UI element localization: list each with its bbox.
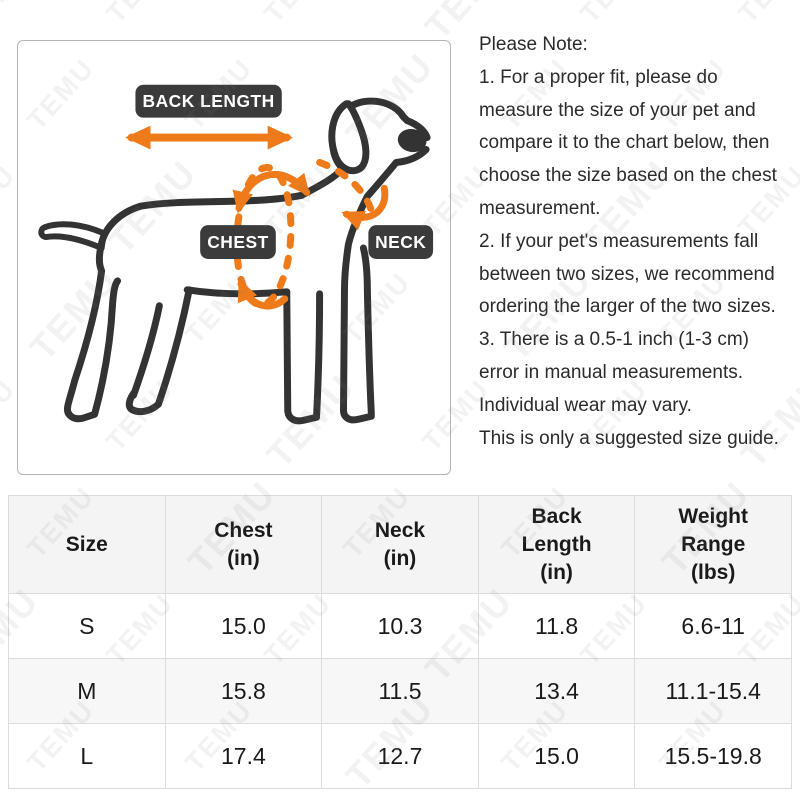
cell-size: M	[8, 658, 166, 724]
cell-chest: 17.4	[164, 723, 323, 789]
col-header-chest: Chest (in)	[164, 495, 323, 594]
dog-belly	[183, 286, 291, 298]
note-line: 3. There is a 0.5-1 inch (1-3 cm)	[479, 329, 749, 351]
table-header-row: Size Chest (in) Neck (in) Back Length (i…	[8, 495, 792, 594]
dog-diagram-box: BACK LENGTH CHEST NECK	[17, 40, 451, 475]
temu-watermark: TEMU	[258, 0, 338, 29]
cell-back-length: 11.8	[477, 593, 636, 659]
dog-outline	[38, 97, 431, 425]
chest-badge-label: CHEST	[207, 232, 268, 252]
note-line: error in manual measurements.	[479, 361, 743, 383]
note-line: 2. If your pet's measurements fall	[479, 230, 759, 252]
note-line: Individual wear may vary.	[479, 394, 692, 416]
size-chart-table: Size Chest (in) Neck (in) Back Length (i…	[8, 495, 792, 789]
note-text: Please Note: 1. For a proper fit, please…	[479, 29, 799, 455]
note-line: 1. For a proper fit, please do	[479, 66, 718, 88]
cell-weight: 6.6-11	[634, 593, 792, 659]
cell-neck: 11.5	[321, 658, 479, 724]
table-row-size-m: M 15.8 11.5 13.4 11.1-15.4	[8, 658, 792, 724]
chest-badge	[200, 225, 276, 259]
dog-hind-leg	[125, 286, 193, 416]
cell-back-length: 13.4	[477, 658, 636, 724]
cell-weight: 15.5-19.8	[634, 723, 792, 789]
diagram-labels: BACK LENGTH CHEST NECK	[135, 84, 434, 259]
dog-front-leg-near	[283, 288, 324, 425]
col-header-neck: Neck (in)	[321, 495, 479, 594]
chest-upper-arrow	[232, 170, 311, 214]
cell-neck: 12.7	[321, 723, 479, 789]
dog-tail	[38, 221, 107, 252]
col-header-size: Size	[8, 495, 166, 594]
table-row-size-s: S 15.0 10.3 11.8 6.6-11	[8, 593, 792, 659]
dog-chest-front	[340, 146, 430, 414]
note-title: Please Note:	[479, 34, 588, 55]
cell-chest: 15.0	[164, 593, 323, 659]
cell-neck: 10.3	[321, 593, 479, 659]
note-line: ordering the larger of the two sizes.	[479, 296, 776, 318]
temu-watermark: TEMU	[575, 794, 680, 800]
temu-watermark: TEMU	[101, 794, 206, 800]
cell-size: S	[8, 593, 166, 659]
note-line: measure the size of your pet and	[479, 99, 756, 121]
cell-weight: 11.1-15.4	[634, 658, 792, 724]
chest-lower-arrow	[237, 278, 289, 310]
dog-body-rear	[64, 191, 306, 423]
neck-girth-dashed-arc	[316, 158, 375, 214]
back-length-badge	[135, 84, 282, 118]
cell-back-length: 15.0	[477, 723, 636, 789]
note-line: choose the size based on the chest	[479, 165, 777, 187]
temu-watermark: TEMU	[100, 0, 180, 29]
temu-watermark: TEMU	[732, 0, 800, 29]
neck-arrow	[341, 184, 389, 231]
note-line: This is only a suggested size guide.	[479, 427, 779, 449]
neck-badge-label: NECK	[375, 232, 426, 252]
dog-ear	[328, 100, 370, 175]
note-line: between two sizes, we recommend	[479, 263, 775, 285]
col-header-weight-range: Weight Range (lbs)	[634, 495, 792, 594]
col-header-back-length: Back Length (in)	[477, 495, 636, 594]
cell-chest: 15.8	[164, 658, 323, 724]
temu-watermark: TEMU	[574, 0, 654, 29]
note-line: measurement.	[479, 197, 601, 219]
neck-badge	[368, 225, 434, 259]
dog-measurement-diagram: BACK LENGTH CHEST NECK	[38, 84, 434, 425]
dog-nose	[397, 128, 427, 153]
table-row-size-l: L 17.4 12.7 15.0 15.5-19.8	[8, 723, 792, 789]
back-length-badge-label: BACK LENGTH	[143, 91, 275, 111]
note-line: compare it to the chart below, then	[479, 132, 770, 154]
cell-size: L	[8, 723, 166, 789]
